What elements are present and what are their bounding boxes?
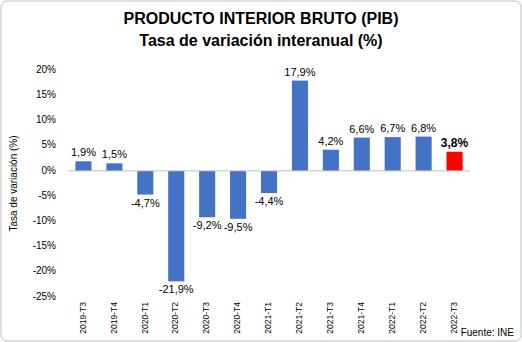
x-tick-label: 2019-T3 xyxy=(78,302,88,334)
subtitle: Tasa de variación interanual (%) xyxy=(139,32,382,49)
bar xyxy=(106,163,122,171)
data-label: -9,5% xyxy=(224,221,253,233)
y-tick-label: 10% xyxy=(36,114,56,125)
x-tick-label: 2022-T1 xyxy=(387,302,397,334)
bars xyxy=(75,81,462,282)
y-tick-label: 15% xyxy=(36,89,56,100)
x-axis-line xyxy=(68,170,470,171)
data-label: -21,9% xyxy=(159,283,194,295)
bar xyxy=(230,171,246,219)
bar xyxy=(416,137,432,171)
y-tick-label: 20% xyxy=(36,64,56,75)
bar xyxy=(75,161,91,171)
bar xyxy=(199,171,215,217)
y-tick-label: -20% xyxy=(33,265,56,276)
chart: PRODUCTO INTERIOR BRUTO (PIB) Tasa de var… xyxy=(0,0,522,342)
y-tick-label: 0% xyxy=(42,165,57,176)
data-label: -4,4% xyxy=(255,195,284,207)
x-tick-label: 2021-T4 xyxy=(356,302,366,334)
data-label: -9,2% xyxy=(193,219,222,231)
data-label: 6,8% xyxy=(411,122,436,134)
y-tick-label: -5% xyxy=(38,190,56,201)
bar xyxy=(261,171,277,193)
data-label: 4,2% xyxy=(318,135,343,147)
x-tick-label: 2022-T3 xyxy=(449,302,459,334)
x-tick-label: 2020-T1 xyxy=(140,302,150,334)
y-tick-label: -25% xyxy=(33,291,56,302)
x-tick-label: 2021-T1 xyxy=(263,302,273,334)
data-label: -4,7% xyxy=(131,197,160,209)
bar xyxy=(446,152,462,171)
x-tick-label: 2020-T3 xyxy=(201,302,211,334)
x-tick-label: 2020-T2 xyxy=(170,302,180,334)
y-tick-label: 5% xyxy=(42,139,57,150)
source-note: Fuente: INE xyxy=(461,327,515,338)
bar xyxy=(354,138,370,171)
data-label: 1,9% xyxy=(71,146,96,158)
x-tick-label: 2021-T3 xyxy=(325,302,335,334)
x-tick-label: 2021-T2 xyxy=(294,302,304,334)
data-label: 6,6% xyxy=(349,123,374,135)
y-tick-label: -15% xyxy=(33,240,56,251)
data-label: 1,5% xyxy=(102,148,127,160)
data-label: 3,8% xyxy=(441,136,469,150)
y-tick-label: -10% xyxy=(33,215,56,226)
x-tick-label: 2019-T4 xyxy=(109,302,119,334)
bar xyxy=(385,137,401,171)
data-label: 6,7% xyxy=(380,122,405,134)
data-label: 17,9% xyxy=(284,66,315,78)
title: PRODUCTO INTERIOR BRUTO (PIB) xyxy=(124,10,399,27)
x-tick-label: 2020-T4 xyxy=(232,302,242,334)
bar xyxy=(168,171,184,281)
bar xyxy=(292,81,308,171)
frame xyxy=(1,1,521,341)
y-axis-title: Tasa de variación (%) xyxy=(8,135,19,231)
x-tick-label: 2022-T2 xyxy=(418,302,428,334)
bar xyxy=(323,150,339,171)
bar xyxy=(137,171,153,195)
